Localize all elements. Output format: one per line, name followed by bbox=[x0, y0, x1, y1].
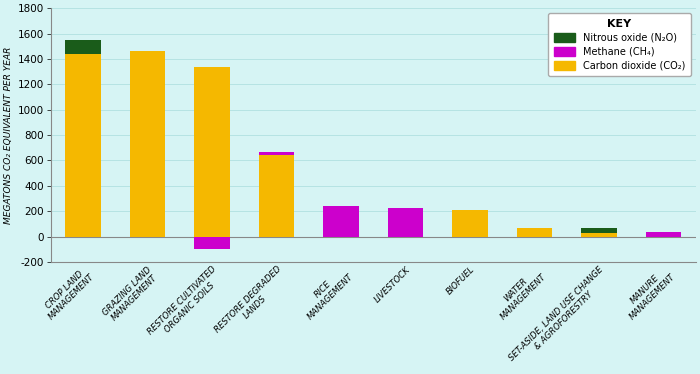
Bar bbox=[194, 237, 230, 249]
Bar bbox=[194, 67, 230, 237]
Bar bbox=[452, 210, 488, 237]
Y-axis label: MEGATONS CO₂ EQUIVALENT PER YEAR: MEGATONS CO₂ EQUIVALENT PER YEAR bbox=[4, 46, 13, 224]
Bar bbox=[388, 208, 423, 237]
Bar bbox=[258, 156, 294, 237]
Bar bbox=[581, 228, 617, 233]
Legend: Nitrous oxide (N₂O), Methane (CH₄), Carbon dioxide (CO₂): Nitrous oxide (N₂O), Methane (CH₄), Carb… bbox=[548, 13, 691, 76]
Bar bbox=[517, 228, 552, 237]
Bar bbox=[581, 233, 617, 237]
Bar bbox=[130, 51, 165, 237]
Bar bbox=[323, 206, 358, 237]
Bar bbox=[65, 54, 101, 237]
Bar bbox=[646, 232, 681, 237]
Bar bbox=[65, 40, 101, 54]
Bar bbox=[258, 151, 294, 156]
